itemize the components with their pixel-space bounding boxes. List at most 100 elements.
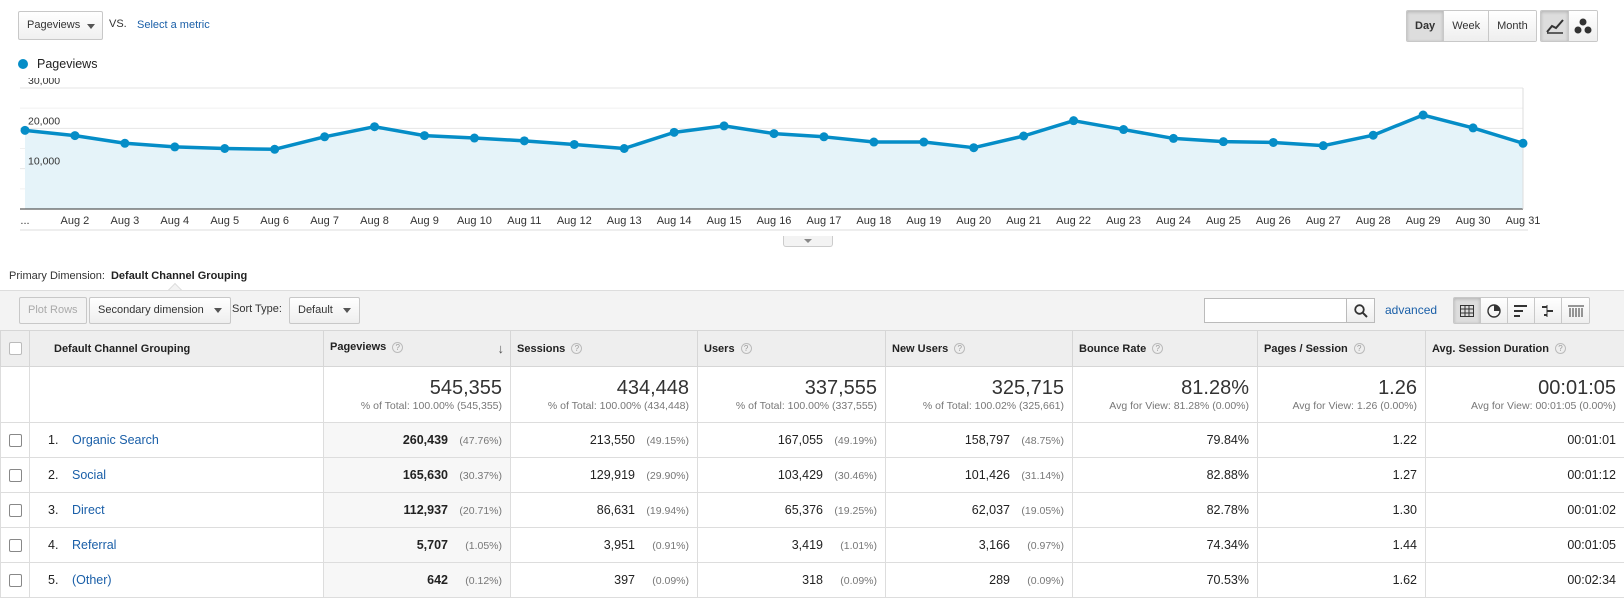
totals-blank — [29, 366, 324, 423]
row-new-users-cell: 158,797 (48.75%) — [885, 422, 1073, 458]
table-view-icon — [1460, 304, 1474, 317]
row-index: 3. — [48, 503, 59, 517]
help-icon[interactable]: ? — [1554, 343, 1566, 355]
header-users[interactable]: Users? — [697, 330, 886, 367]
header-pageviews[interactable]: Pageviews? ↓ — [323, 330, 511, 367]
row-index: 5. — [48, 573, 59, 587]
help-icon[interactable]: ? — [392, 341, 404, 353]
row-sessions-cell: 213,550 (49.15%) — [510, 422, 698, 458]
row-sessions: 213,550 — [589, 433, 635, 447]
period-day-button[interactable]: Day — [1407, 11, 1445, 41]
y-tick-label: 20,000 — [28, 115, 60, 127]
row-checkbox[interactable] — [8, 573, 22, 587]
header-sessions[interactable]: Sessions? — [510, 330, 698, 367]
row-channel-link[interactable]: Organic Search — [72, 433, 159, 447]
primary-dimension-value[interactable]: Default Channel Grouping — [110, 270, 248, 282]
row-pageviews-cell: 260,439 (47.76%) — [323, 422, 511, 458]
row-channel-link[interactable]: Social — [72, 468, 107, 482]
x-tick-label: Aug 16 — [757, 215, 792, 227]
total-users-value: 337,555 — [804, 376, 877, 399]
comparison-view-button[interactable] — [1535, 298, 1562, 323]
select-all-checkbox[interactable] — [8, 342, 22, 355]
bar-view-button[interactable] — [1508, 298, 1535, 323]
header-bounce-rate[interactable]: Bounce Rate? — [1072, 330, 1258, 367]
metric-select[interactable]: Pageviews — [18, 11, 103, 40]
row-channel-link[interactable]: Referral — [72, 538, 117, 552]
x-tick-label: Aug 2 — [61, 215, 90, 227]
row-users: 318 — [802, 573, 823, 587]
data-point — [1318, 141, 1328, 151]
select-metric-link[interactable]: Select a metric — [137, 19, 210, 31]
line-chart-icon — [1545, 19, 1564, 34]
header-new-users[interactable]: New Users? — [885, 330, 1073, 367]
header-avg-duration-label: Avg. Session Duration — [1432, 342, 1549, 355]
motion-chart-button[interactable] — [1569, 11, 1597, 41]
line-chart-button[interactable] — [1541, 11, 1569, 41]
row-sessions-cell: 129,919 (29.90%) — [510, 457, 698, 493]
row-bounce-rate: 82.88% — [1072, 457, 1258, 493]
row-checkbox[interactable] — [8, 433, 22, 447]
row-pages-session: 1.30 — [1257, 492, 1426, 528]
header-users-label: Users — [704, 342, 735, 355]
data-point — [519, 136, 529, 146]
period-week-button[interactable]: Week — [1444, 11, 1490, 41]
x-tick-label: Aug 27 — [1306, 215, 1341, 227]
row-checkbox[interactable] — [8, 538, 22, 552]
row-new-users-pct: (0.09%) — [1027, 575, 1064, 587]
x-tick-label: Aug 30 — [1456, 215, 1491, 227]
row-new-users-pct: (31.14%) — [1021, 470, 1064, 482]
pivot-view-icon — [1567, 305, 1584, 317]
data-point — [769, 129, 779, 139]
row-checkbox[interactable] — [8, 503, 22, 517]
row-dimension-cell: 1. Organic Search — [29, 422, 324, 458]
total-pageviews: 545,355% of Total: 100.00% (545,355) — [323, 366, 511, 423]
row-channel-link[interactable]: (Other) — [72, 573, 112, 587]
pageviews-chart: 30,000 20,000 10,000... Aug 2 Aug 3 Aug 4 Aug … — [20, 78, 1540, 231]
help-icon[interactable]: ? — [571, 343, 583, 355]
data-point — [220, 144, 230, 153]
plot-rows-button[interactable]: Plot Rows — [19, 297, 87, 324]
row-new-users-cell: 3,166 (0.97%) — [885, 527, 1073, 563]
header-bounce-rate-label: Bounce Rate — [1079, 342, 1147, 355]
header-pages-session[interactable]: Pages / Session? — [1257, 330, 1426, 367]
help-icon[interactable]: ? — [954, 343, 966, 355]
total-new-users-sub: % of Total: 100.02% (325,661) — [922, 399, 1064, 412]
x-tick-label: Aug 26 — [1256, 215, 1291, 227]
row-new-users-pct: (0.97%) — [1027, 540, 1064, 552]
pivot-view-button[interactable] — [1562, 298, 1589, 323]
row-pageviews: 642 — [427, 573, 448, 587]
header-avg-duration[interactable]: Avg. Session Duration? — [1425, 330, 1624, 367]
x-tick-label: Aug 23 — [1106, 215, 1141, 227]
row-users-cell: 3,419 (1.01%) — [697, 527, 886, 563]
data-point — [1218, 137, 1228, 147]
search-button[interactable] — [1347, 298, 1375, 323]
help-icon[interactable]: ? — [1152, 343, 1164, 355]
header-dimension[interactable]: Default Channel Grouping — [29, 330, 324, 367]
advanced-filter-link[interactable]: advanced — [1385, 303, 1438, 317]
table-row: 1. Organic Search 260,439 (47.76%) 213,550 (4… — [0, 422, 1624, 458]
row-checkbox-cell — [0, 492, 30, 528]
row-bounce-rate: 70.53% — [1072, 562, 1258, 598]
data-point — [1468, 123, 1478, 133]
table-search-input[interactable] — [1204, 298, 1347, 323]
row-avg-duration: 00:01:01 — [1425, 422, 1624, 458]
row-pages-session: 1.62 — [1257, 562, 1426, 598]
period-month-button[interactable]: Month — [1489, 11, 1536, 41]
totals-blank — [0, 366, 30, 423]
data-point — [719, 121, 729, 131]
sort-type-dropdown[interactable]: Default — [289, 297, 360, 324]
help-icon[interactable]: ? — [1353, 343, 1365, 355]
row-pages-session: 1.44 — [1257, 527, 1426, 563]
table-view-toggle — [1453, 297, 1590, 324]
table-view-button[interactable] — [1454, 298, 1481, 323]
pie-view-button[interactable] — [1481, 298, 1508, 323]
x-tick-label: Aug 15 — [707, 215, 742, 227]
total-new-users-value: 325,715 — [991, 376, 1064, 399]
secondary-dimension-dropdown[interactable]: Secondary dimension — [89, 297, 231, 324]
x-tick-label: Aug 21 — [1006, 215, 1041, 227]
x-tick-label: Aug 9 — [410, 215, 439, 227]
help-icon[interactable]: ? — [740, 343, 752, 355]
row-channel-link[interactable]: Direct — [72, 503, 105, 517]
chart-collapse-handle[interactable] — [783, 236, 833, 247]
row-checkbox[interactable] — [8, 468, 22, 482]
